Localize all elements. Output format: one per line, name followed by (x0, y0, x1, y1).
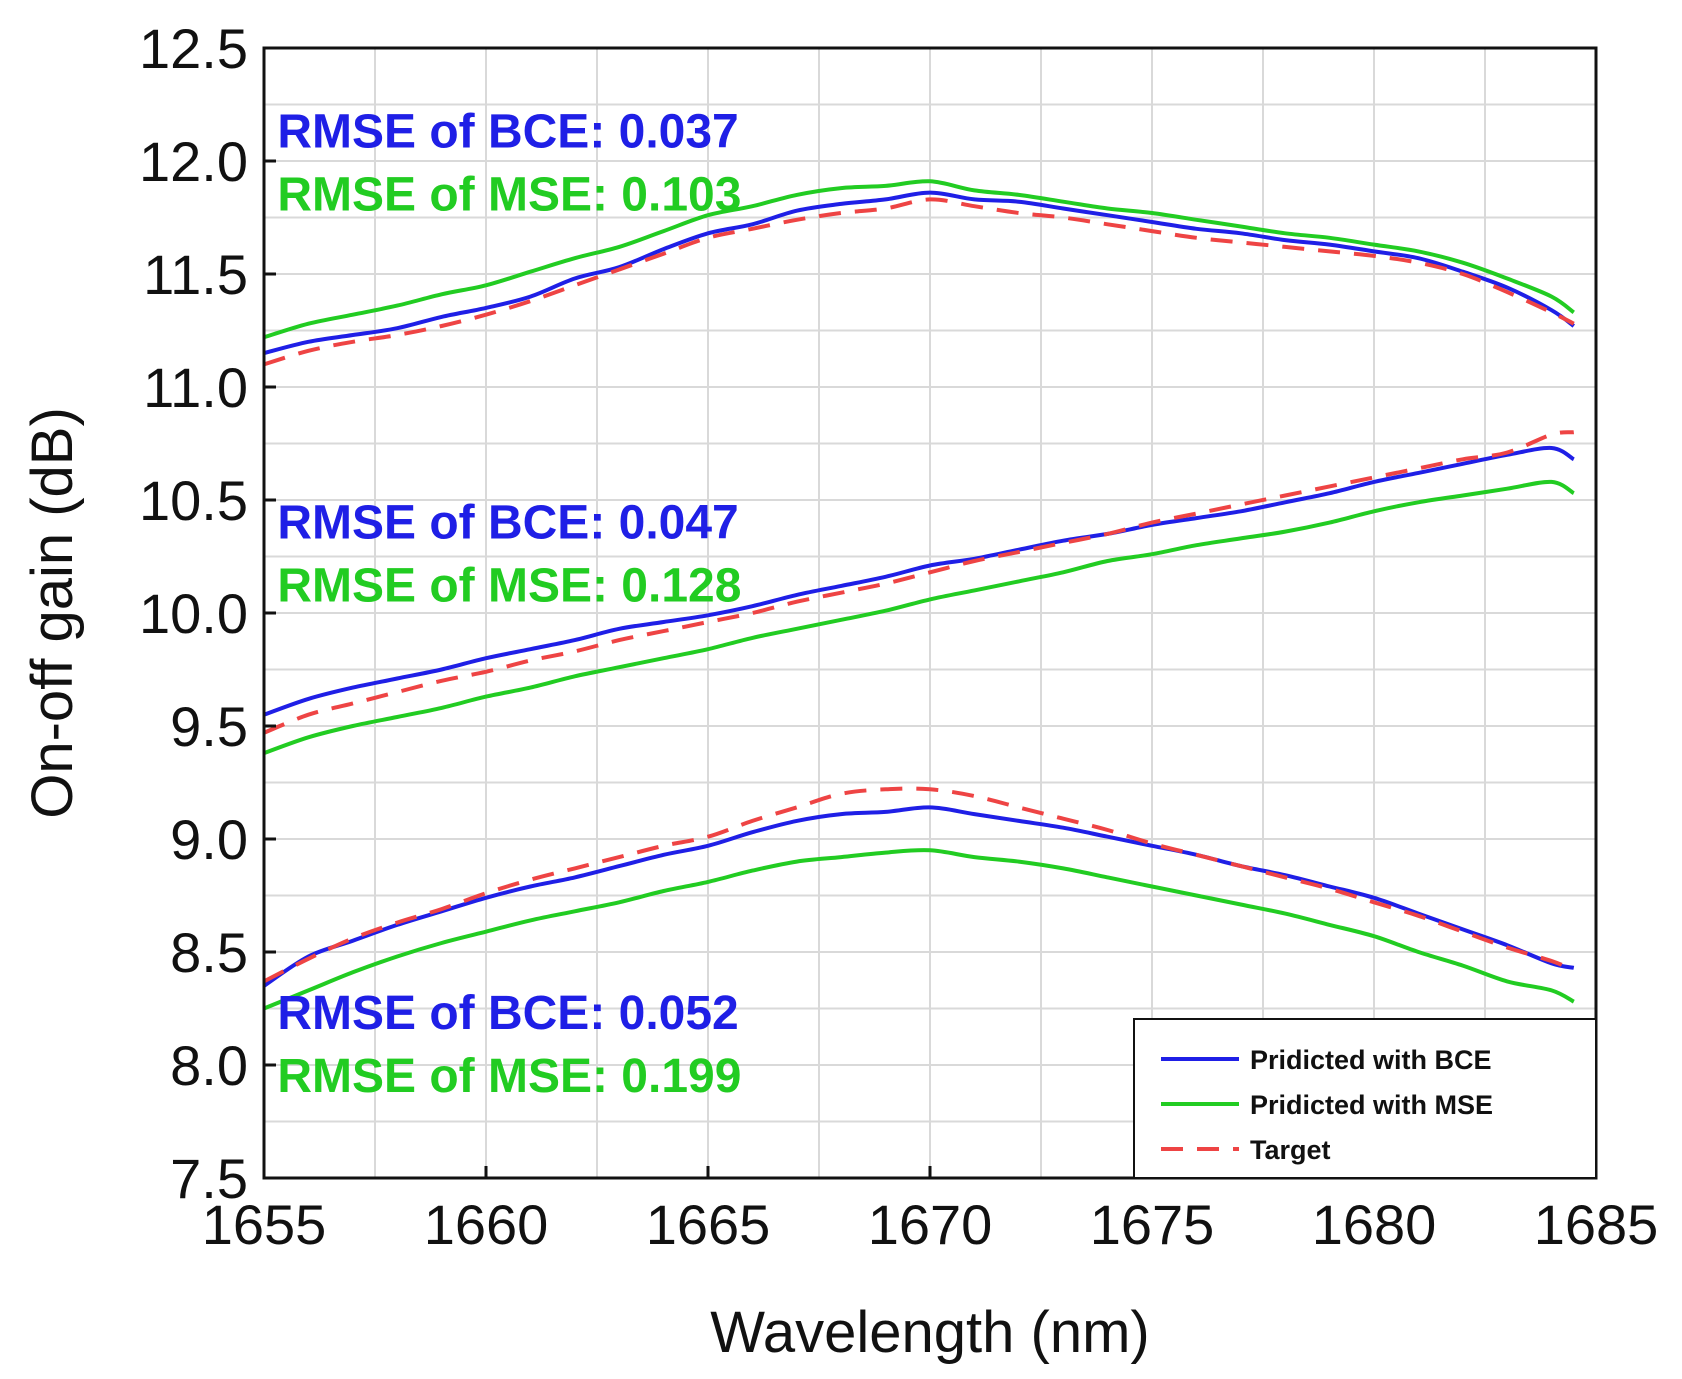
y-tick-label: 10.0 (139, 582, 248, 645)
series-line-target-group-3 (263, 786, 1575, 984)
y-tick-label: 12.0 (139, 130, 248, 193)
legend-label: Pridicted with MSE (1250, 1090, 1493, 1120)
x-tick-label: 1655 (202, 1193, 327, 1256)
y-tick-label: 7.5 (170, 1147, 248, 1210)
legend-box (1133, 1018, 1597, 1179)
y-tick-label: 10.5 (139, 469, 248, 532)
series-layer (262, 179, 1576, 1011)
rmse-annotation: RMSE of BCE: 0.037 (277, 105, 738, 158)
y-tick-label: 8.5 (170, 921, 248, 984)
series-line-bce-group-1 (263, 190, 1576, 356)
x-tick-label: 1680 (1312, 1193, 1437, 1256)
series-line-mse-group-3 (263, 848, 1575, 1011)
tick-layer: 1655 1660 1665 1670 1675 1680 1685 7.5 8.0 8.5 9.0… (139, 17, 1658, 1256)
x-tick-label: 1675 (1090, 1193, 1215, 1256)
rmse-annotation: RMSE of MSE: 0.128 (277, 560, 741, 613)
annotation-layer: RMSE of BCE: 0.037 RMSE of MSE: 0.103 RMSE… (277, 105, 741, 1103)
x-axis-title: Wavelength (nm) (710, 1300, 1149, 1365)
x-tick-label: 1670 (868, 1193, 993, 1256)
x-tick-label: 1660 (424, 1193, 549, 1256)
rmse-annotation: RMSE of BCE: 0.047 (277, 496, 738, 549)
y-axis-title: On-off gain (dB) (20, 407, 85, 819)
rmse-annotation: RMSE of MSE: 0.199 (277, 1050, 741, 1103)
series-line-mse-group-2 (263, 479, 1575, 755)
x-tick-label: 1665 (646, 1193, 771, 1256)
y-tick-label: 11.5 (143, 243, 248, 306)
legend: Pridicted with BCE Pridicted with MSE Targ… (1133, 1018, 1597, 1179)
series-line-bce-group-3 (262, 805, 1575, 988)
series-line-bce-group-2 (263, 445, 1575, 717)
series-line-mse-group-1 (263, 179, 1576, 340)
rmse-annotation: RMSE of MSE: 0.103 (277, 169, 741, 222)
y-tick-label: 9.5 (170, 695, 248, 758)
series-line-target-group-1 (263, 197, 1575, 367)
y-tick-label: 12.5 (139, 17, 248, 80)
legend-label: Target (1250, 1135, 1331, 1165)
x-tick-label: 1685 (1534, 1193, 1659, 1256)
y-tick-label: 11.0 (143, 356, 248, 419)
legend-label: Pridicted with BCE (1250, 1045, 1492, 1075)
grid-layer (264, 48, 1596, 1178)
y-tick-label: 8.0 (170, 1034, 248, 1097)
y-tick-label: 9.0 (170, 808, 248, 871)
series-line-target-group-2 (263, 430, 1575, 735)
rmse-annotation: RMSE of BCE: 0.052 (277, 987, 738, 1040)
